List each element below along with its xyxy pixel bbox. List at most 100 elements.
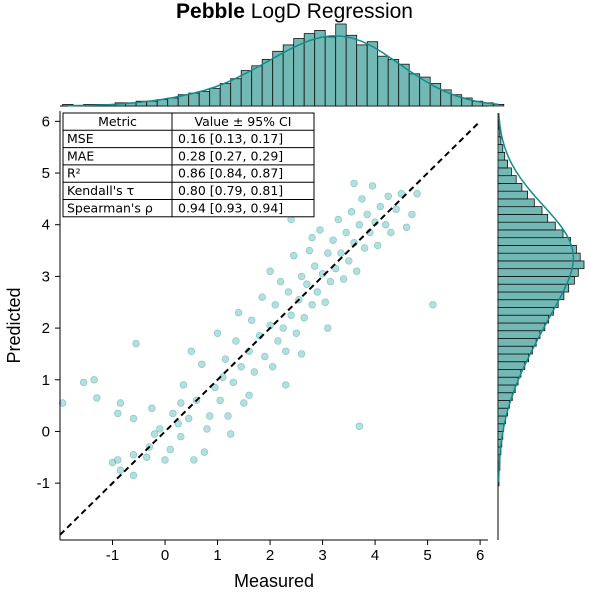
main-axes: -1 0 1 2 3 4 5 6 -1 0 1 2 3 4 5 6 Measured Predicted [4, 111, 488, 591]
x-axis-label: Measured [234, 571, 314, 591]
top-hist-bar [219, 83, 232, 107]
scatter-point [232, 337, 240, 345]
top-hist-bar [345, 34, 358, 107]
scatter-point [408, 210, 416, 219]
scatter-point [342, 228, 350, 237]
scatter-point [177, 399, 185, 407]
scatter-point [237, 363, 245, 371]
top-hist-bar [282, 44, 295, 107]
scatter-point [148, 404, 156, 412]
scatter-point [350, 179, 358, 188]
scatter-point [271, 301, 279, 309]
top-hist-bar [387, 59, 400, 107]
scatter-point [234, 308, 243, 317]
scatter-point [284, 288, 293, 296]
chart-title-bold: Pebble [176, 0, 245, 23]
scatter-point [206, 412, 214, 420]
top-hist-bar [293, 38, 305, 107]
right-hist-bar [497, 144, 504, 153]
scatter-point [266, 267, 274, 275]
scatter-point [282, 347, 290, 355]
chart-title: Pebble LogD Regression [0, 0, 589, 24]
right-hist-bar [497, 237, 571, 246]
right-hist-bar [497, 252, 581, 262]
top-hist-bar [272, 50, 284, 107]
right-hist-bar [497, 175, 517, 184]
scatter-point [229, 378, 238, 387]
top-hist-bar [188, 92, 200, 107]
scatter-point [429, 301, 437, 309]
scatter-point [129, 414, 138, 423]
top-hist-bar [209, 87, 221, 107]
right-hist-bar [497, 268, 579, 277]
scatter-point [224, 412, 232, 420]
scatter-point [279, 324, 287, 332]
scatter-point [355, 221, 363, 229]
y-tick-label: 6 [42, 113, 50, 130]
scatter-point [413, 190, 421, 198]
scatter-point [261, 352, 269, 361]
top-hist-bar [240, 70, 253, 107]
metrics-table-metric: MSE [67, 131, 94, 146]
scatter-point [108, 458, 117, 467]
top-hist-bar [303, 33, 316, 107]
scatter-point [332, 264, 340, 273]
scatter-point [381, 221, 390, 229]
y-tick-label: 4 [42, 217, 50, 234]
right-hist-bar [497, 151, 506, 161]
scatter-point [143, 453, 151, 461]
right-hist-bar [497, 337, 537, 347]
scatter-point [321, 298, 329, 306]
right-hist-bar [497, 384, 516, 394]
metrics-table: Metric Value ± 95% CI MSE 0.16 [0.13, 0.17]… [62, 112, 315, 218]
scatter-point [402, 223, 411, 232]
scatter-point [79, 378, 88, 387]
metrics-table-header: Metric [98, 114, 137, 129]
metrics-table-value: 0.28 [0.27, 0.29] [178, 148, 283, 163]
scatter-point [355, 422, 363, 430]
x-tick-label: 2 [266, 547, 274, 564]
metrics-table-value: 0.86 [0.84, 0.87] [178, 166, 283, 181]
top-hist-bar [167, 97, 179, 107]
scatter-point [308, 301, 316, 309]
scatter-point [93, 394, 101, 402]
metrics-table-value: 0.16 [0.13, 0.17] [178, 131, 283, 146]
scatter-point [345, 257, 353, 265]
scatter-point [200, 448, 209, 456]
y-tick-label: 3 [42, 268, 50, 285]
scatter-point [392, 205, 400, 213]
top-hist-bar [408, 73, 421, 107]
x-tick-label: 0 [161, 547, 169, 564]
scatter-point [90, 376, 98, 384]
scatter-point [311, 262, 319, 270]
scatter-point [216, 396, 224, 405]
metrics-table-metric: Spearman's ρ [67, 200, 153, 215]
top-hist-bar [324, 36, 337, 107]
scatter-point [292, 329, 300, 337]
scatter-point [308, 233, 316, 242]
scatter-point [250, 368, 259, 376]
right-hist-bar [497, 275, 575, 285]
scatter-point [387, 228, 395, 237]
scatter-point [116, 466, 125, 474]
scatter-point [129, 471, 138, 480]
scatter-point [179, 381, 188, 389]
metrics-table-metric: R² [67, 166, 81, 181]
x-tick-label: 6 [476, 547, 484, 564]
scatter-point [174, 420, 182, 428]
right-hist-bar [497, 221, 556, 231]
top-histogram [60, 23, 505, 107]
right-hist-bar [497, 330, 541, 339]
metrics-table-value: 0.94 [0.93, 0.94] [178, 200, 283, 215]
scatter-point [282, 381, 290, 389]
scatter-point [114, 409, 122, 418]
right-hist-bar [497, 345, 533, 355]
scatter-point [347, 208, 356, 216]
scatter-point [297, 272, 306, 281]
y-tick-label: 2 [42, 320, 50, 337]
right-hist-bar [497, 167, 512, 177]
chart-title-rest: LogD Regression [244, 0, 413, 23]
scatter-point [185, 414, 193, 423]
scatter-point [334, 215, 342, 224]
